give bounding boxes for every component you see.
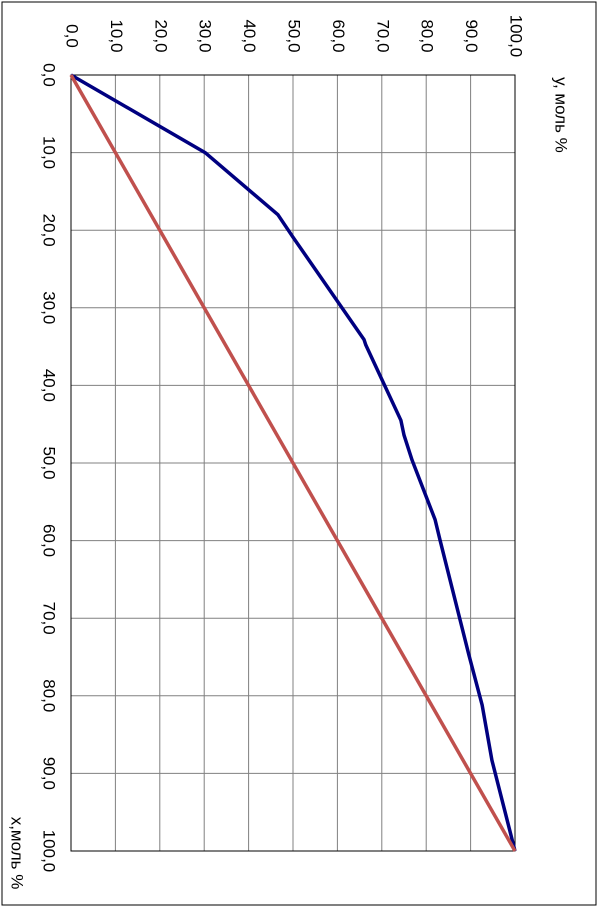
y-tick-label: 60,0 (329, 19, 348, 52)
x-tick-label: 60,0 (40, 524, 59, 557)
y-tick-label: 100,0 (507, 15, 526, 58)
y-tick-label: 90,0 (462, 19, 481, 52)
x-tick-label: 100,0 (40, 830, 59, 873)
x-tick-label: 40,0 (40, 369, 59, 402)
y-tick-label: 30,0 (196, 19, 215, 52)
x-tick-label: 50,0 (40, 446, 59, 479)
y-tick-label: 70,0 (373, 19, 392, 52)
x-tick-label: 0,0 (40, 63, 59, 87)
x-tick-label: 80,0 (40, 679, 59, 712)
data-line (69, 74, 517, 852)
y-tick-label: 80,0 (418, 19, 437, 52)
x-tick-label: 30,0 (40, 291, 59, 324)
x-axis-label: х,моль % (8, 817, 27, 890)
y-tick-label: 20,0 (151, 19, 170, 52)
data-line (70, 73, 517, 852)
x-tick-label: 90,0 (40, 757, 59, 790)
y-tick-label: 10,0 (107, 19, 126, 52)
x-tick-label: 20,0 (40, 214, 59, 247)
plot-frame (70, 74, 516, 852)
y-axis-label: у, моль % (552, 77, 571, 153)
y-tick-label: 50,0 (285, 19, 304, 52)
y-tick-label: 0,0 (63, 24, 82, 48)
x-tick-label: 10,0 (40, 136, 59, 169)
y-tick-label: 40,0 (240, 19, 259, 52)
x-tick-label: 70,0 (40, 602, 59, 635)
